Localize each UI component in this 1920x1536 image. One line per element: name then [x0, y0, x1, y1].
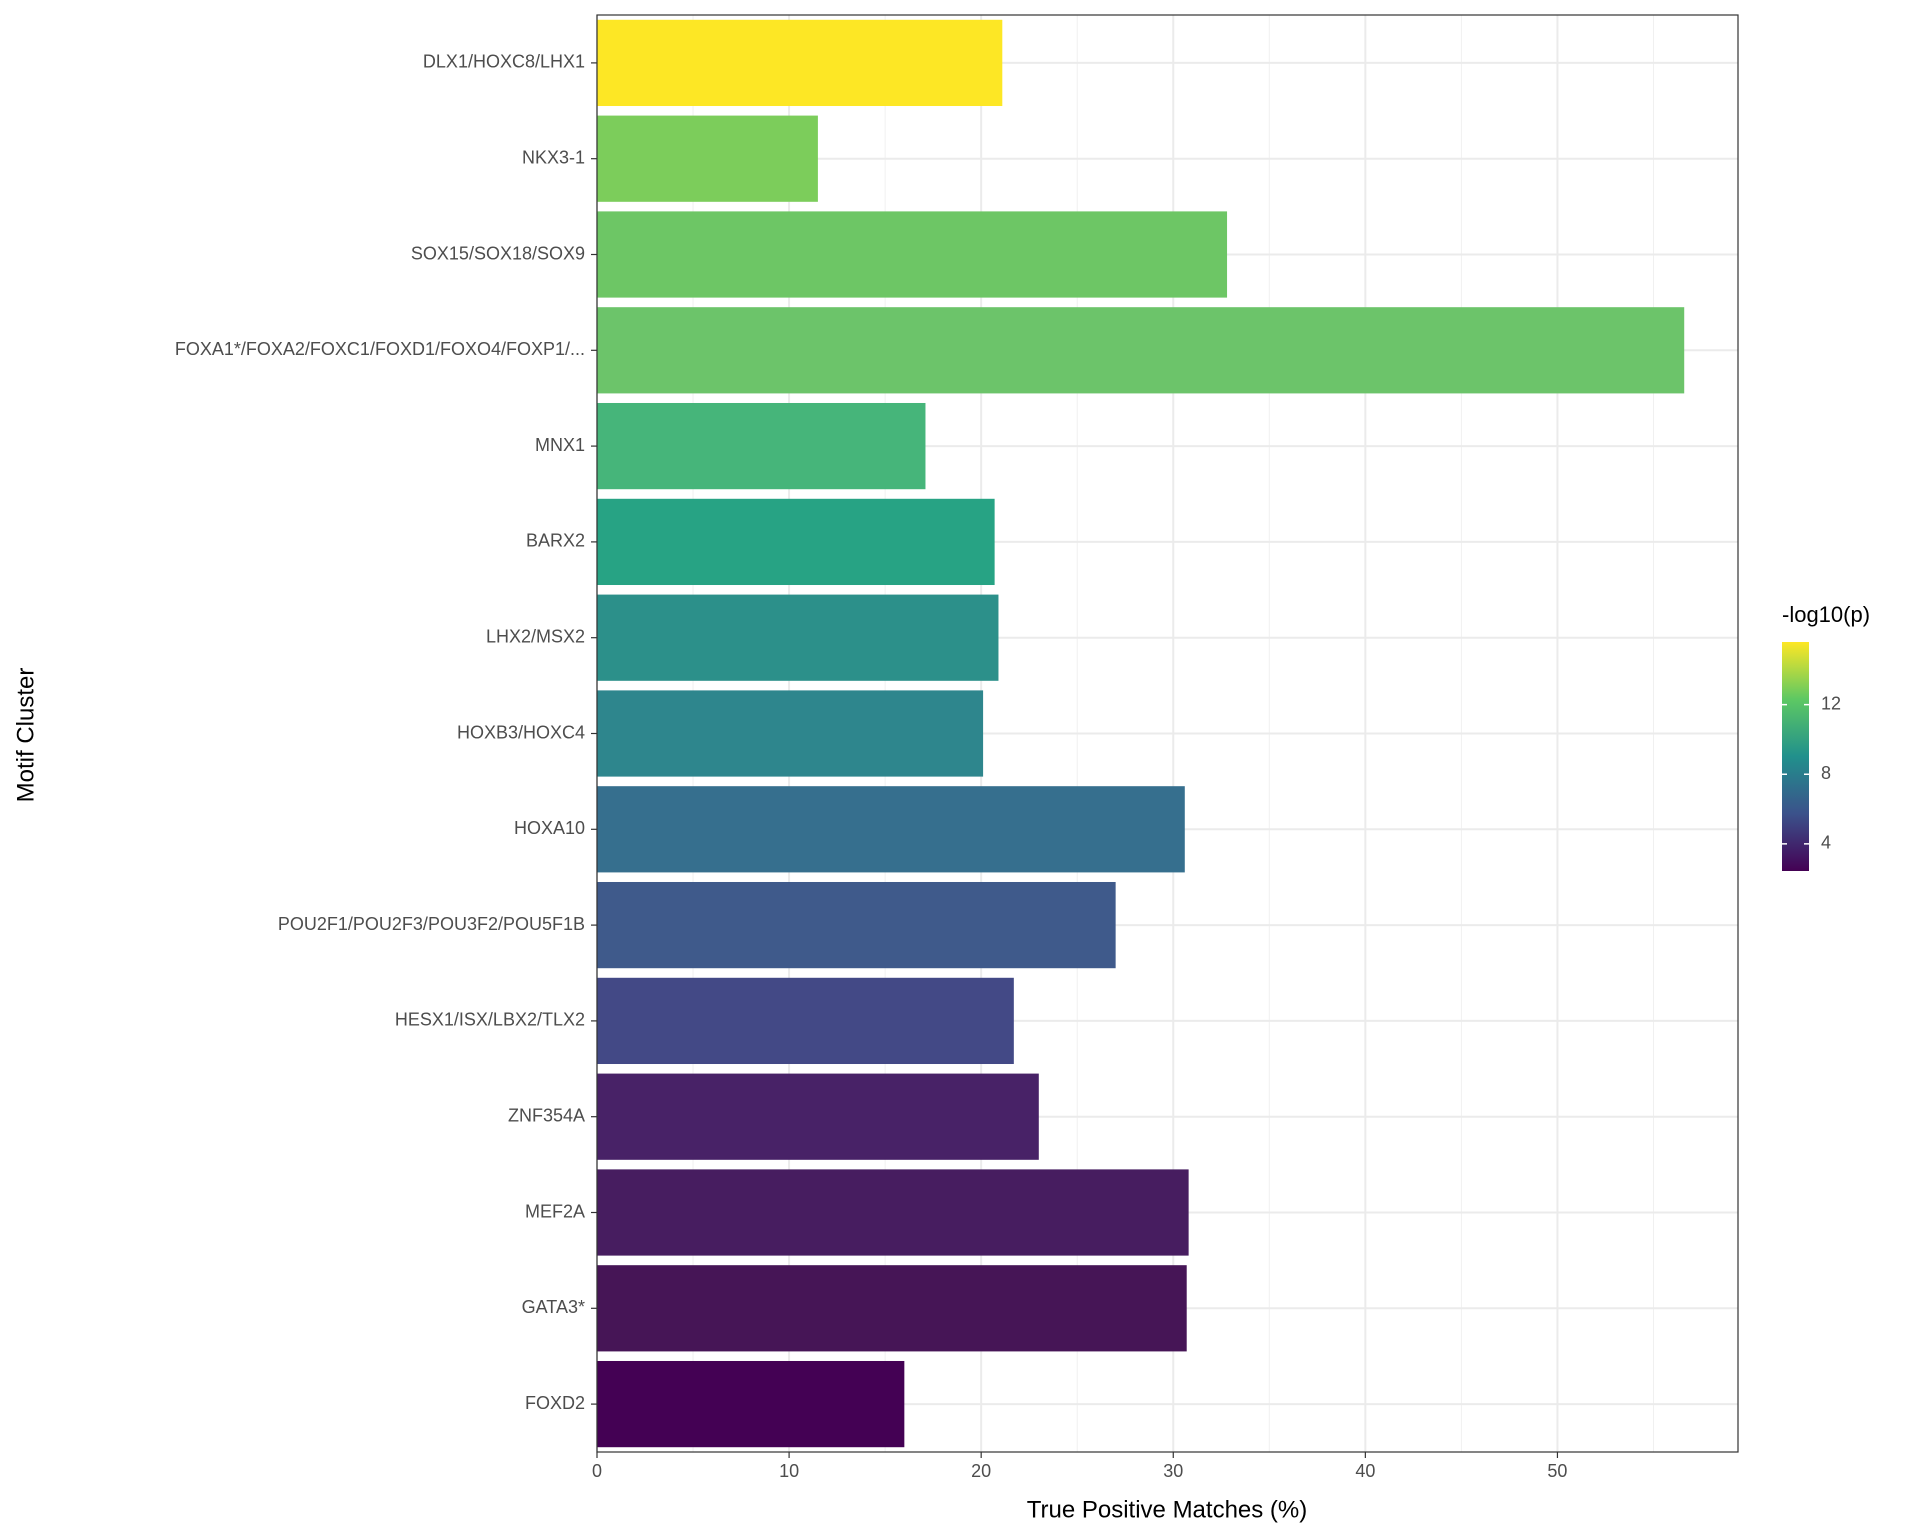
y-tick-label: SOX15/SOX18/SOX9 — [411, 243, 585, 263]
x-tick-label: 40 — [1355, 1461, 1375, 1481]
y-tick-label: FOXA1*/FOXA2/FOXC1/FOXD1/FOXO4/FOXP1/... — [175, 339, 585, 359]
y-tick-label: GATA3* — [522, 1297, 585, 1317]
bar — [597, 498, 995, 586]
y-tick-label: MEF2A — [525, 1201, 585, 1221]
bar — [597, 19, 1003, 107]
colorbar — [1782, 642, 1809, 871]
legend-title: -log10(p) — [1782, 602, 1870, 627]
y-tick-label: DLX1/HOXC8/LHX1 — [423, 52, 585, 72]
bar — [597, 690, 984, 777]
y-tick-label: ZNF354A — [508, 1105, 585, 1125]
y-tick-label: HESX1/ISX/LBX2/TLX2 — [395, 1010, 585, 1030]
colorbar-tick-label: 8 — [1821, 763, 1831, 783]
bar — [597, 1169, 1189, 1256]
bar — [597, 402, 926, 490]
y-tick-label: LHX2/MSX2 — [486, 626, 585, 646]
y-tick-label: POU2F1/POU2F3/POU3F2/POU5F1B — [278, 914, 585, 934]
y-tick-label: HOXB3/HOXC4 — [457, 722, 585, 742]
x-axis-title: True Positive Matches (%) — [1027, 1496, 1308, 1523]
y-tick-label: FOXD2 — [525, 1393, 585, 1413]
y-tick-label: HOXA10 — [514, 818, 585, 838]
colorbar-tick-label: 12 — [1821, 693, 1841, 713]
bar — [597, 115, 818, 202]
bar — [597, 594, 999, 681]
bar — [597, 1073, 1039, 1160]
x-tick-label: 50 — [1547, 1461, 1567, 1481]
panel-border — [596, 14, 1739, 1453]
bar — [597, 1265, 1187, 1352]
x-tick-label: 10 — [779, 1461, 799, 1481]
y-tick-label: MNX1 — [535, 435, 585, 455]
y-tick-label: BARX2 — [526, 531, 585, 551]
colorbar-tick-label: 4 — [1821, 833, 1831, 853]
bar — [597, 307, 1685, 394]
bar — [597, 1360, 905, 1448]
y-tick-label: NKX3-1 — [522, 147, 585, 167]
bar — [597, 786, 1185, 873]
bar — [597, 977, 1014, 1065]
y-axis-title: Motif Cluster — [12, 668, 39, 803]
bar — [597, 211, 1228, 298]
x-tick-label: 0 — [592, 1461, 602, 1481]
x-tick-label: 20 — [971, 1461, 991, 1481]
bar — [597, 881, 1116, 969]
x-tick-label: 30 — [1163, 1461, 1183, 1481]
